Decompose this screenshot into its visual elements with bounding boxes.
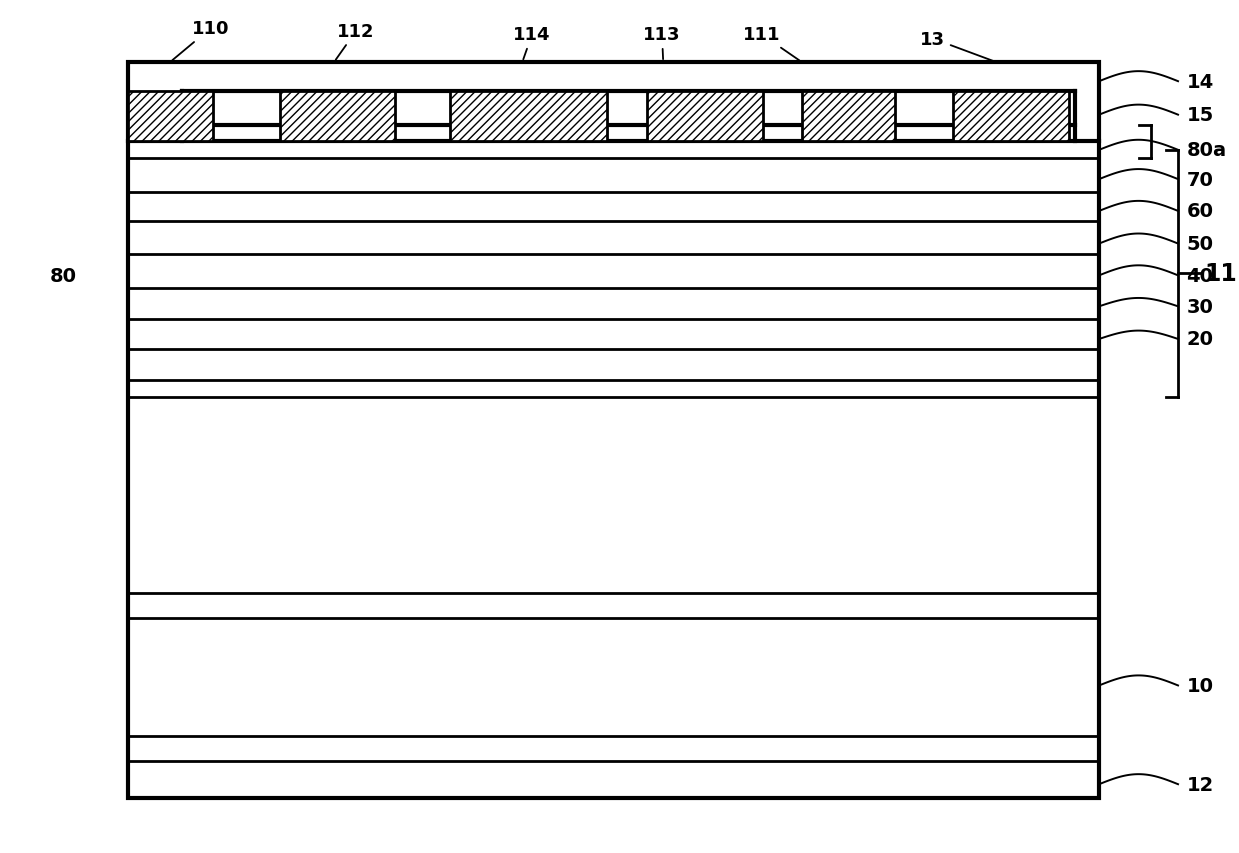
Text: 60: 60 <box>1187 202 1213 221</box>
Bar <box>648 92 763 142</box>
Text: 10: 10 <box>1187 676 1213 695</box>
Text: 11: 11 <box>1204 262 1238 286</box>
Bar <box>280 92 395 142</box>
Text: 111: 111 <box>743 26 799 61</box>
Text: 13: 13 <box>921 31 994 62</box>
Text: 70: 70 <box>1187 171 1213 189</box>
Bar <box>953 92 1069 142</box>
Bar <box>128 92 213 142</box>
Text: 50: 50 <box>1187 235 1213 253</box>
Text: 112: 112 <box>336 23 374 61</box>
Text: 114: 114 <box>513 26 551 61</box>
Text: 14: 14 <box>1187 73 1214 91</box>
Text: 30: 30 <box>1187 298 1213 316</box>
Text: 80: 80 <box>50 266 77 286</box>
Text: 113: 113 <box>643 26 680 60</box>
Text: 110: 110 <box>172 20 229 61</box>
Bar <box>128 63 1099 798</box>
Text: 15: 15 <box>1187 106 1214 125</box>
Bar <box>802 92 895 142</box>
Bar <box>450 92 607 142</box>
Text: 20: 20 <box>1187 330 1213 349</box>
Text: 80a: 80a <box>1187 141 1227 160</box>
Text: 40: 40 <box>1187 266 1213 286</box>
Text: 12: 12 <box>1187 775 1214 794</box>
